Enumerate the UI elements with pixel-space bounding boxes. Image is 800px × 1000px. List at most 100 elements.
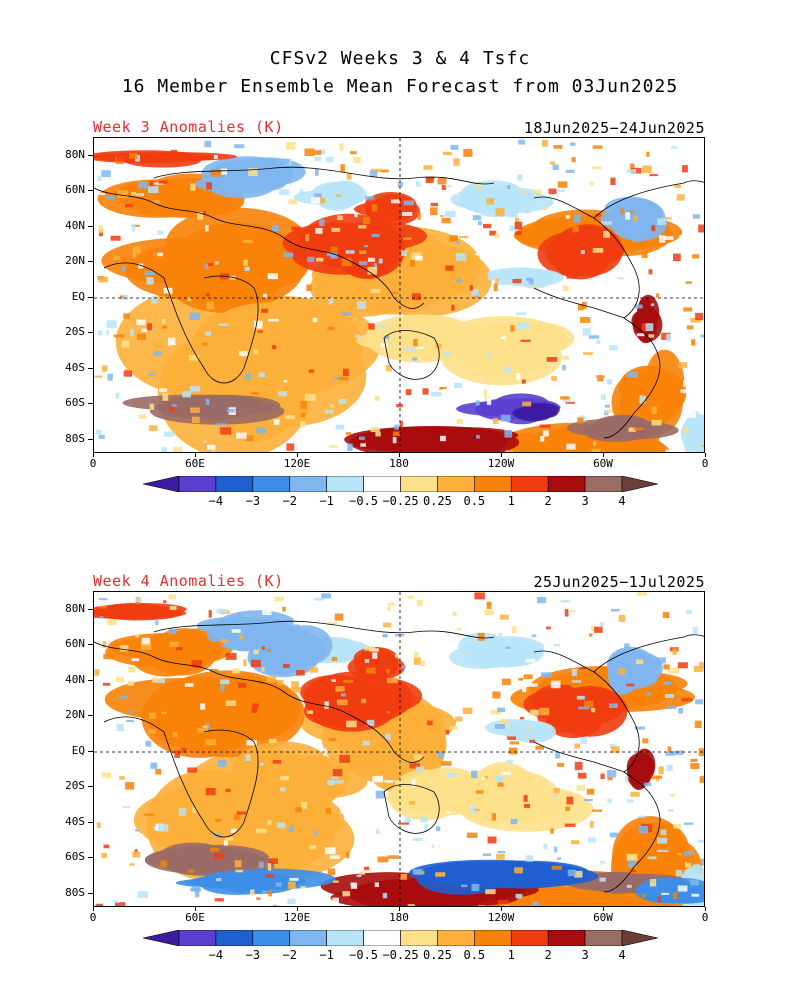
map-week4 — [93, 591, 705, 907]
lat-tick — [88, 609, 93, 610]
colorbar-label: 3 — [581, 494, 589, 508]
lat-tick — [88, 680, 93, 681]
lat-label: 80S — [65, 886, 85, 899]
lat-label: 20S — [65, 779, 85, 792]
map-week3 — [93, 137, 705, 453]
colorbar-week4 — [142, 929, 659, 947]
lat-tick — [88, 297, 93, 298]
lat-tick — [88, 822, 93, 823]
colorbar-label: −2 — [282, 494, 297, 508]
lat-label: 40S — [65, 815, 85, 828]
colorbar-label: 4 — [618, 494, 626, 508]
lon-tick — [195, 453, 196, 457]
lat-label: 60N — [65, 183, 85, 196]
colorbar-box — [252, 475, 291, 493]
panel-week3-label: Week 3 Anomalies (K) — [93, 118, 284, 136]
colorbar-label: −3 — [245, 948, 261, 962]
colorbar-label: −4 — [208, 494, 224, 508]
lat-label: 60S — [65, 396, 85, 409]
lat-tick — [88, 715, 93, 716]
lon-tick — [297, 453, 298, 457]
colorbar-box — [437, 475, 475, 493]
colorbar-label: 3 — [581, 948, 589, 962]
colorbar-label: −0.25 — [382, 948, 419, 962]
colorbar-label: 1 — [507, 948, 515, 962]
lon-tick — [705, 453, 706, 457]
lat-label: 20N — [65, 254, 85, 267]
lat-tick — [88, 751, 93, 752]
colorbar-box — [289, 929, 327, 947]
lon-label: 180 — [389, 457, 409, 470]
colorbar-box — [215, 929, 254, 947]
panel-week4-label: Week 4 Anomalies (K) — [93, 572, 284, 590]
lat-label: 80N — [65, 148, 85, 161]
lon-label: 60E — [185, 911, 205, 924]
lon-label: 0 — [89, 457, 97, 470]
lon-tick — [501, 907, 502, 911]
lon-tick — [603, 907, 604, 911]
colorbar-label: −4 — [208, 948, 224, 962]
colorbar-box — [437, 929, 475, 947]
lat-tick — [88, 403, 93, 404]
map-week4-field — [94, 592, 704, 906]
colorbar-box — [510, 929, 549, 947]
lon-label: 60W — [593, 911, 613, 924]
colorbar-label: −2 — [282, 948, 297, 962]
chart-title-line-2: 16 Member Ensemble Mean Forecast from 03… — [121, 76, 679, 97]
lon-tick — [93, 907, 94, 911]
colorbar-box — [510, 475, 549, 493]
lat-tick — [88, 857, 93, 858]
colorbar-box — [178, 475, 217, 493]
colorbar-box — [178, 929, 217, 947]
lat-tick — [88, 786, 93, 787]
lat-tick — [88, 893, 93, 894]
lat-label: EQ — [71, 290, 85, 303]
lat-tick — [88, 261, 93, 262]
lon-tick — [603, 453, 604, 457]
colorbar-arrow-low — [142, 929, 180, 947]
colorbar-box — [474, 475, 512, 493]
lat-label: 80N — [65, 602, 85, 615]
lon-label: 180 — [389, 911, 409, 924]
colorbar-label: 1 — [507, 494, 515, 508]
colorbar-label: 0.5 — [463, 948, 486, 962]
lon-label: 120E — [283, 911, 311, 924]
colorbar-label: 0.25 — [422, 948, 452, 962]
lon-label: 0 — [89, 911, 97, 924]
colorbar-week3 — [142, 475, 659, 493]
colorbar-label: 0.25 — [422, 494, 452, 508]
colorbar-box — [363, 929, 401, 947]
colorbar-label: −1 — [319, 948, 334, 962]
colorbar-label: −3 — [245, 494, 261, 508]
lon-label: 120W — [487, 457, 515, 470]
colorbar-box — [326, 475, 364, 493]
lon-tick — [399, 453, 400, 457]
colorbar-label: −0.5 — [349, 494, 379, 508]
lat-label: 40N — [65, 673, 85, 686]
colorbar-box — [326, 929, 364, 947]
lat-tick — [88, 332, 93, 333]
map-week3-field — [94, 138, 704, 452]
lat-label: 20S — [65, 325, 85, 338]
colorbar-arrow-high — [621, 929, 659, 947]
colorbar-box — [584, 929, 623, 947]
lat-label: 20N — [65, 708, 85, 721]
lat-label: 40S — [65, 361, 85, 374]
colorbar-box — [363, 475, 401, 493]
colorbar-box — [289, 475, 327, 493]
lat-label: EQ — [71, 744, 85, 757]
panel-week3-date-range: 18Jun2025−24Jun2025 — [523, 119, 705, 137]
colorbar-label: 2 — [544, 494, 552, 508]
lon-tick — [399, 907, 400, 911]
lon-tick — [297, 907, 298, 911]
lon-tick — [705, 907, 706, 911]
lat-label: 60S — [65, 850, 85, 863]
colorbar-box — [547, 929, 586, 947]
lat-tick — [88, 439, 93, 440]
colorbar-label: 4 — [618, 948, 626, 962]
lat-label: 80S — [65, 432, 85, 445]
lat-tick — [88, 190, 93, 191]
lon-label: 60W — [593, 457, 613, 470]
colorbar-label: 0.5 — [463, 494, 486, 508]
lon-label: 60E — [185, 457, 205, 470]
